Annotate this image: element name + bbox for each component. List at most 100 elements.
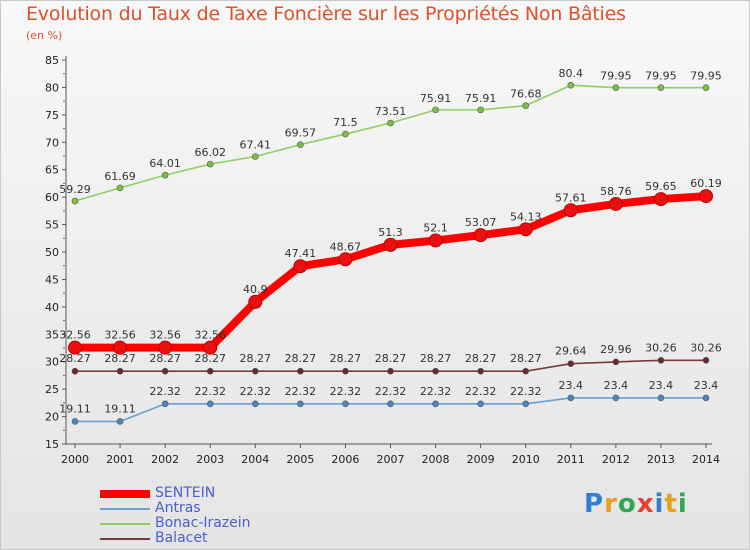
legend-label-bonac-irazein: Bonac-Irazein bbox=[155, 515, 251, 531]
data-label-balacet: 29.64 bbox=[555, 345, 587, 358]
data-label-sentein: 57.61 bbox=[555, 191, 587, 204]
x-tick-label: 2013 bbox=[647, 453, 675, 466]
x-tick-label: 2000 bbox=[61, 453, 89, 466]
legend-swatch-antras bbox=[100, 507, 150, 510]
y-tick-label: 60 bbox=[45, 191, 59, 204]
data-label-bonac-irazein: 75.91 bbox=[465, 92, 497, 105]
point-balacet bbox=[657, 356, 665, 364]
point-bonac-irazein bbox=[71, 197, 79, 205]
data-label-antras: 22.32 bbox=[285, 385, 317, 398]
data-label-balacet: 30.26 bbox=[645, 341, 677, 354]
data-label-sentein: 32.56 bbox=[149, 329, 181, 342]
logo-letter: t bbox=[664, 489, 678, 519]
point-balacet bbox=[702, 356, 710, 364]
data-label-balacet: 29.96 bbox=[600, 343, 632, 356]
legend-swatch-balacet bbox=[100, 537, 150, 540]
point-antras bbox=[251, 400, 259, 408]
data-label-sentein: 32.56 bbox=[194, 329, 226, 342]
data-label-bonac-irazein: 79.95 bbox=[690, 70, 722, 83]
chart-title: Evolution du Taux de Taxe Foncière sur l… bbox=[26, 3, 626, 25]
data-label-bonac-irazein: 64.01 bbox=[149, 157, 181, 170]
point-bonac-irazein bbox=[251, 153, 259, 160]
data-label-sentein: 60.19 bbox=[690, 177, 722, 190]
y-tick-label: 80 bbox=[45, 81, 59, 94]
x-tick-label: 2010 bbox=[512, 453, 540, 466]
y-tick-label: 40 bbox=[45, 301, 59, 314]
point-sentein bbox=[203, 340, 218, 355]
legend-label-antras: Antras bbox=[155, 500, 201, 516]
logo-letter: P bbox=[584, 489, 605, 519]
logo-letter: i bbox=[677, 489, 688, 519]
data-label-antras: 23.4 bbox=[604, 379, 629, 392]
data-label-sentein: 48.67 bbox=[330, 240, 362, 253]
y-tick-label: 15 bbox=[45, 438, 59, 451]
data-label-sentein: 58.76 bbox=[600, 185, 632, 198]
point-balacet bbox=[251, 367, 259, 375]
x-tick-label: 2001 bbox=[106, 453, 134, 466]
logo-letter: o bbox=[617, 489, 637, 519]
x-tick-label: 2008 bbox=[422, 453, 450, 466]
data-label-sentein: 53.07 bbox=[465, 216, 497, 229]
point-sentein bbox=[699, 189, 713, 204]
data-label-bonac-irazein: 79.95 bbox=[645, 70, 677, 83]
data-label-antras: 19.11 bbox=[104, 402, 136, 415]
data-label-balacet: 28.27 bbox=[194, 352, 226, 365]
legend-label-sentein: SENTEIN bbox=[155, 485, 216, 501]
point-sentein bbox=[653, 192, 668, 207]
point-bonac-irazein bbox=[342, 130, 349, 138]
point-balacet bbox=[297, 367, 304, 375]
logo-letter: r bbox=[604, 489, 618, 519]
point-balacet bbox=[567, 360, 575, 367]
point-sentein bbox=[113, 340, 128, 355]
point-antras bbox=[702, 394, 710, 402]
y-tick-label: 85 bbox=[45, 54, 59, 67]
point-bonac-irazein bbox=[432, 106, 439, 114]
data-label-antras: 23.4 bbox=[559, 379, 584, 392]
data-label-antras: 22.32 bbox=[240, 385, 272, 398]
point-antras bbox=[161, 400, 169, 408]
data-label-sentein: 32.56 bbox=[59, 329, 91, 342]
data-label-antras: 22.32 bbox=[420, 385, 452, 398]
data-label-bonac-irazein: 59.29 bbox=[59, 183, 91, 196]
point-balacet bbox=[522, 367, 530, 375]
legend: SENTEIN Antras Bonac-Irazein Balacet bbox=[100, 485, 300, 546]
x-tick-label: 2014 bbox=[692, 453, 720, 466]
point-antras bbox=[297, 400, 304, 408]
point-bonac-irazein bbox=[116, 184, 124, 192]
data-label-antras: 22.32 bbox=[330, 385, 362, 398]
point-sentein bbox=[563, 203, 578, 218]
y-tick-label: 35 bbox=[45, 328, 59, 341]
point-balacet bbox=[612, 358, 620, 366]
point-bonac-irazein bbox=[522, 102, 530, 109]
point-balacet bbox=[387, 367, 394, 375]
point-antras bbox=[342, 400, 349, 408]
data-label-bonac-irazein: 67.41 bbox=[240, 138, 272, 151]
data-label-bonac-irazein: 71.5 bbox=[333, 116, 358, 129]
legend-swatch-bonac-irazein bbox=[100, 522, 150, 525]
data-label-antras: 22.32 bbox=[194, 385, 226, 398]
y-axis-unit: (en %) bbox=[26, 29, 63, 42]
point-sentein bbox=[608, 196, 623, 211]
point-sentein bbox=[158, 340, 173, 355]
data-label-sentein: 47.41 bbox=[285, 247, 317, 260]
point-sentein bbox=[68, 340, 82, 355]
point-antras bbox=[477, 400, 484, 408]
point-antras bbox=[116, 418, 124, 425]
x-tick-label: 2007 bbox=[377, 453, 405, 466]
point-bonac-irazein bbox=[206, 160, 214, 168]
point-bonac-irazein bbox=[161, 171, 169, 179]
logo-letter: i bbox=[654, 489, 665, 519]
data-label-bonac-irazein: 79.95 bbox=[600, 70, 632, 83]
point-bonac-irazein bbox=[657, 84, 665, 92]
point-bonac-irazein bbox=[477, 106, 484, 114]
point-bonac-irazein bbox=[612, 84, 620, 92]
point-bonac-irazein bbox=[297, 141, 304, 148]
point-sentein bbox=[518, 222, 533, 237]
point-balacet bbox=[161, 367, 169, 375]
data-label-antras: 22.32 bbox=[149, 385, 181, 398]
data-label-bonac-irazein: 80.4 bbox=[559, 67, 584, 80]
legend-label-balacet: Balacet bbox=[155, 530, 208, 546]
data-label-antras: 19.11 bbox=[59, 402, 91, 415]
